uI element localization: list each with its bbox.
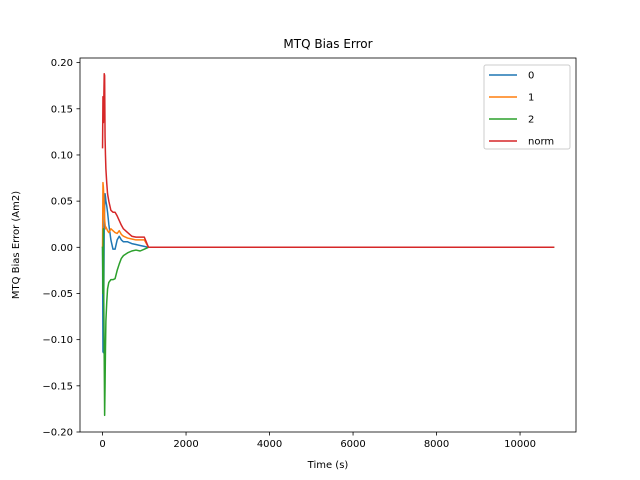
legend-label-norm: norm: [528, 137, 554, 148]
legend-label-2: 2: [528, 115, 534, 126]
x-tick-label: 0: [99, 439, 105, 450]
y-tick-label: −0.20: [42, 428, 73, 439]
series-line-2: [101, 228, 555, 417]
y-tick-label: −0.10: [42, 335, 73, 346]
y-axis-label: MTQ Bias Error (Am2): [11, 191, 22, 299]
legend-label-0: 0: [528, 71, 534, 82]
y-tick-label: 0.05: [51, 197, 73, 208]
x-tick-label: 4000: [257, 439, 282, 450]
x-axis: 0 2000 4000 6000 8000 10000: [99, 432, 536, 450]
x-axis-label: Time (s): [307, 460, 349, 471]
legend-box: [483, 64, 571, 150]
x-tick-label: 2000: [173, 439, 198, 450]
plot-frame: [79, 57, 577, 433]
x-tick-label: 8000: [424, 439, 449, 450]
series-line-1: [101, 181, 555, 249]
legend-label-1: 1: [528, 93, 534, 104]
chart-title: MTQ Bias Error: [283, 37, 372, 51]
x-tick-label: 6000: [340, 439, 365, 450]
y-tick-label: 0.15: [51, 104, 73, 115]
plot-area: [79, 57, 577, 433]
y-tick-label: −0.15: [42, 381, 73, 392]
y-tick-label: 0.00: [51, 243, 73, 254]
y-tick-label: 0.20: [51, 58, 73, 69]
y-axis: −0.20 −0.15 −0.10 −0.05 0.00 0.05 0.10 0.15 0.20: [42, 58, 80, 439]
legend: 0 1 2 norm: [483, 64, 571, 150]
y-tick-label: −0.05: [42, 289, 73, 300]
series-line-norm: [101, 72, 555, 249]
y-tick-label: 0.10: [51, 150, 73, 161]
x-tick-label: 10000: [504, 439, 536, 450]
